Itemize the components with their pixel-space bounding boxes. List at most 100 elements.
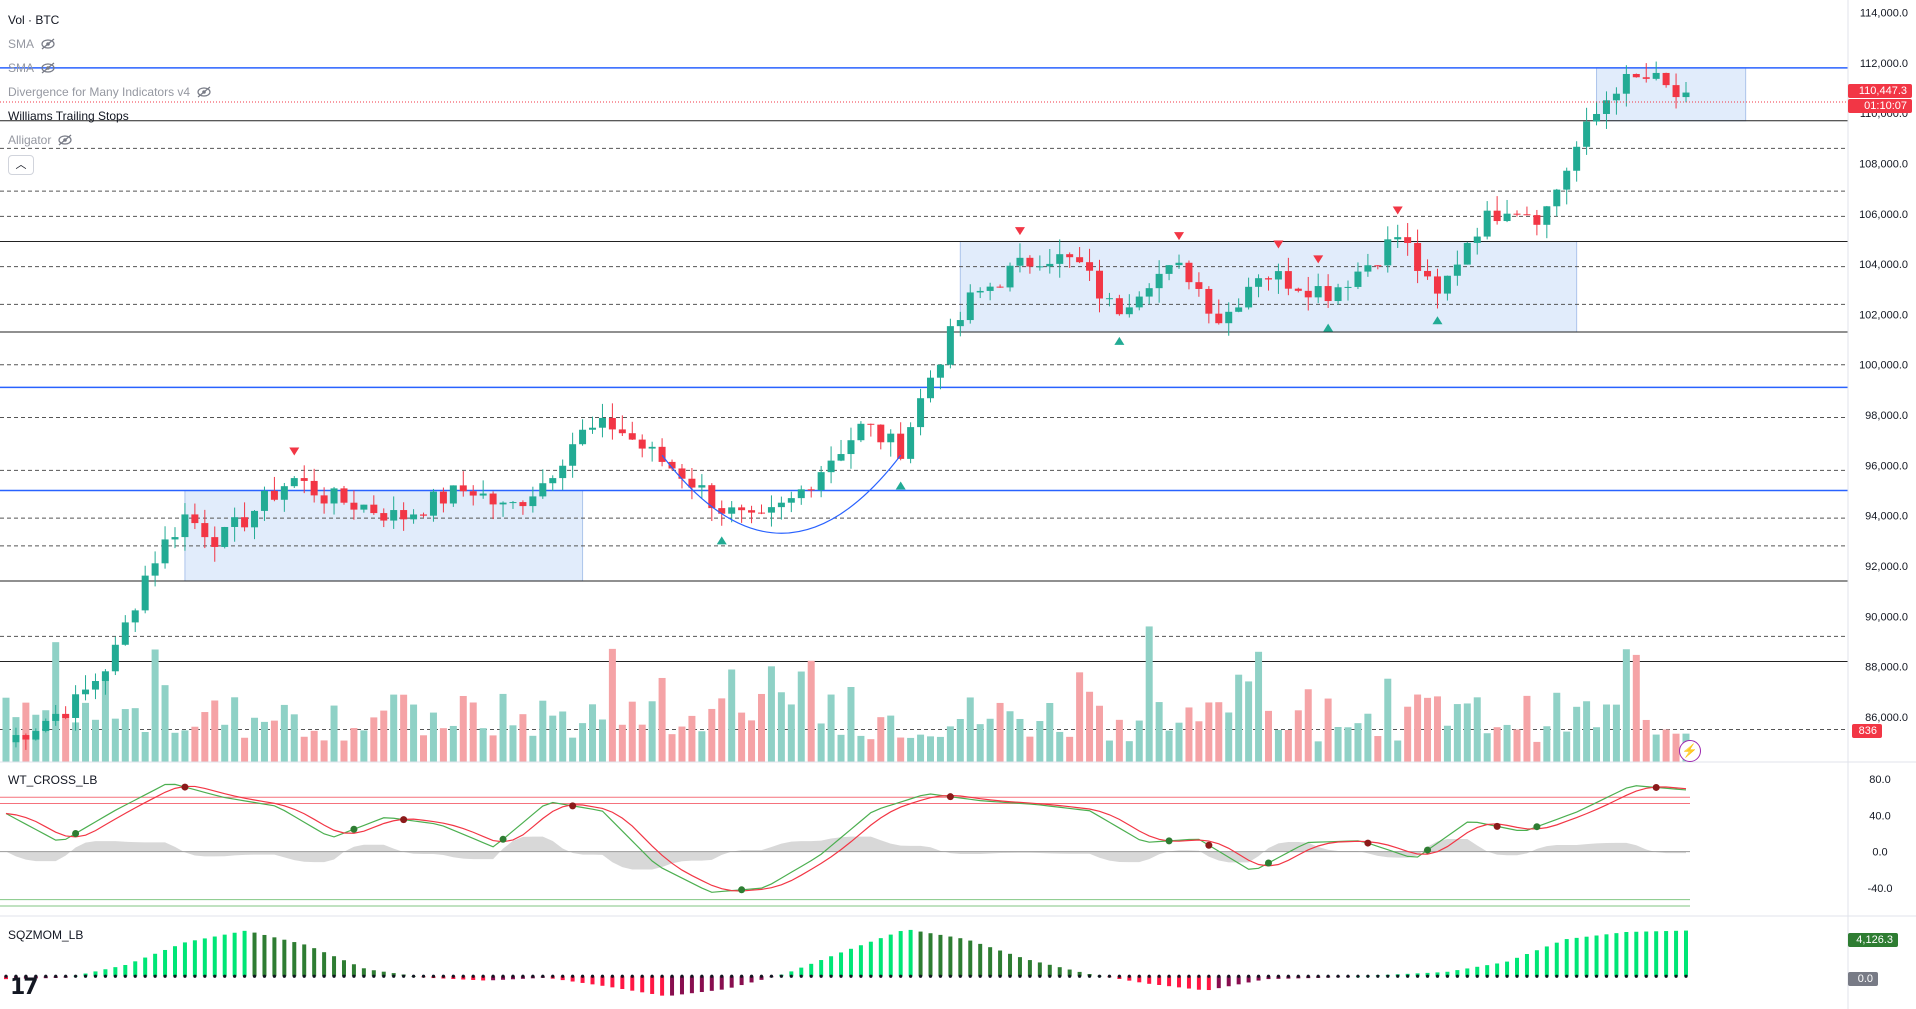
candle-body (1125, 307, 1133, 315)
sqz-state-dot (799, 974, 803, 978)
candle-body (1493, 210, 1501, 222)
volume-bar (797, 671, 805, 762)
volume-bar (1245, 681, 1253, 762)
sqz-momentum-bar (809, 963, 814, 977)
sqz-momentum-bar (341, 960, 346, 977)
volume-bar (360, 730, 368, 762)
candle-body (728, 507, 736, 514)
sqz-state-dot (541, 974, 545, 978)
wt1-line (5, 783, 1687, 893)
wt-axis[interactable]: 80.0 40.0 0.0 -40.0 (1867, 774, 1892, 895)
candle-body (1095, 270, 1103, 299)
candle-body (1185, 262, 1193, 283)
volume-bar (1105, 740, 1113, 762)
sqz-state-dot (531, 974, 535, 978)
sqz-state-dot (869, 974, 873, 978)
candle-body (1433, 276, 1441, 294)
sqz-momentum-bar (491, 976, 496, 981)
candle-body (479, 493, 487, 496)
sqz-state-dot (1425, 974, 1430, 978)
volume-bar (1612, 704, 1620, 762)
volume-bar (827, 694, 835, 762)
candle-body (787, 498, 795, 503)
sqz-momentum-bar (978, 943, 983, 977)
candle-body (350, 502, 358, 510)
sqz-state-dot (551, 974, 555, 978)
price-axis[interactable]: 114,000.0112,000.0110,000.0108,000.0106,… (1859, 8, 1908, 724)
legend-williams[interactable]: Williams Trailing Stops (8, 104, 212, 128)
volume-bar (648, 701, 656, 762)
sqz-momentum-bar (1524, 954, 1529, 977)
sqz-state-dot (809, 974, 813, 978)
sqz-momentum-bar (1167, 976, 1172, 987)
sqz-momentum-bar (1485, 965, 1490, 977)
candle-body (658, 446, 666, 462)
wt-cross-dot (1424, 846, 1432, 854)
volume-bar (1046, 702, 1054, 762)
volume-bar (151, 649, 159, 762)
legend-alligator[interactable]: Alligator (8, 128, 212, 152)
volume-bar (1573, 706, 1581, 762)
sqz-state-dot (193, 974, 197, 978)
eye-hidden-icon[interactable] (196, 86, 212, 98)
candle-body (380, 513, 388, 521)
sqz-momentum-bar (123, 965, 128, 977)
sqz-state-dot (93, 974, 98, 978)
sqz-state-dot (362, 974, 366, 978)
candle-body (231, 517, 239, 527)
legend-sma-2[interactable]: SMA (8, 56, 212, 80)
sqz-momentum-bar (749, 976, 754, 983)
wt-pane-title[interactable]: WT_CROSS_LB (8, 773, 98, 787)
sqz-state-dot (849, 974, 853, 978)
pivot-low-marker (1114, 336, 1125, 345)
volume-bar (857, 735, 865, 762)
volume-bar (400, 694, 408, 762)
sqz-momentum-bar (192, 940, 197, 977)
legend-collapse-button[interactable]: ︿ (8, 155, 34, 175)
sqz-state-dot (103, 974, 108, 978)
sqz-momentum-bar (1654, 931, 1659, 977)
sqz-state-dot (1674, 974, 1678, 978)
legend-sma-1[interactable]: SMA (8, 32, 212, 56)
candle-body (1165, 265, 1173, 274)
sqz-state-dot (1346, 974, 1350, 978)
volume-bar (579, 723, 587, 762)
eye-hidden-icon[interactable] (40, 38, 56, 50)
sqz-pane-title[interactable]: SQZMOM_LB (8, 928, 84, 942)
volume-bar (1175, 722, 1183, 762)
legend-divergence[interactable]: Divergence for Many Indicators v4 (8, 80, 212, 104)
sqz-momentum-bar (1674, 930, 1679, 977)
sqz-state-dot (670, 974, 674, 978)
legend-volume[interactable]: Vol · BTC (8, 8, 212, 32)
volume-bar (907, 737, 915, 762)
candle-body (738, 507, 746, 511)
volume-bar (837, 734, 845, 762)
volume-bar (101, 676, 109, 762)
sqz-momentum-bar (1008, 953, 1013, 977)
sqz-state-dot (352, 974, 356, 978)
sqz-state-dot (650, 974, 654, 978)
volume-bar (698, 731, 706, 762)
candle-body (340, 488, 348, 503)
volume-bar (1334, 726, 1342, 762)
tradingview-logo-icon[interactable]: 17 (10, 975, 39, 1000)
sqz-state-dot (1276, 974, 1281, 978)
volume-bar (1076, 672, 1084, 762)
sqz-momentum-bar (1216, 976, 1221, 989)
candle-body (807, 489, 815, 491)
sqz-state-dot (839, 974, 843, 978)
sqz-state-dot (998, 974, 1002, 978)
volume-bar (211, 700, 219, 762)
sqz-momentum-bar (212, 936, 217, 977)
candle-body (1463, 242, 1471, 265)
sqz-state-dot (938, 974, 943, 978)
lightning-alert-icon[interactable]: ⚡ (1679, 740, 1701, 762)
sqz-momentum-bar (570, 976, 575, 982)
eye-hidden-icon[interactable] (57, 134, 73, 146)
candle-body (877, 424, 885, 443)
eye-hidden-icon[interactable] (40, 62, 56, 74)
price-tick-label: 106,000.0 (1859, 209, 1908, 221)
sqz-momentum-bar (1664, 931, 1669, 977)
sqz-momentum-bar (709, 976, 714, 991)
